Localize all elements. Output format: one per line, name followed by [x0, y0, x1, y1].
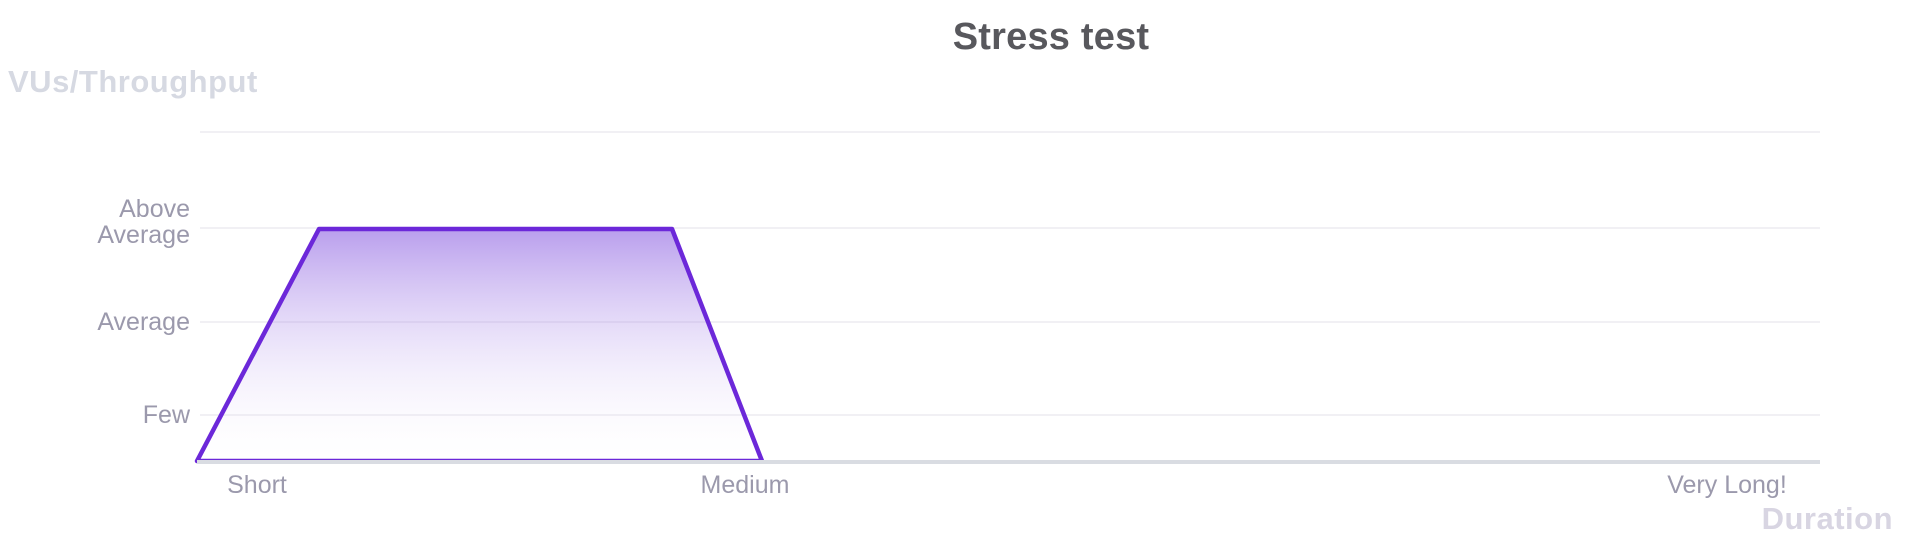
chart-title: Stress test — [952, 16, 1150, 58]
x-tick-short: Short — [227, 471, 287, 499]
load-profile-area — [194, 226, 765, 464]
x-tick-medium: Medium — [700, 471, 790, 499]
gridline-few — [200, 414, 1820, 416]
y-tick-above-average: Above Average — [97, 195, 190, 249]
y-tick-average: Average — [97, 308, 190, 336]
x-axis-line — [197, 460, 1820, 464]
x-axis-label: Duration — [1761, 501, 1893, 536]
gridline-average — [200, 321, 1820, 323]
x-tick-very-long: Very Long! — [1667, 471, 1787, 499]
y-tick-few: Few — [142, 401, 190, 429]
y-axis-label: VUs/Throughput — [8, 64, 258, 99]
gridline-above-average — [200, 227, 1820, 229]
gridline-top — [200, 131, 1820, 133]
